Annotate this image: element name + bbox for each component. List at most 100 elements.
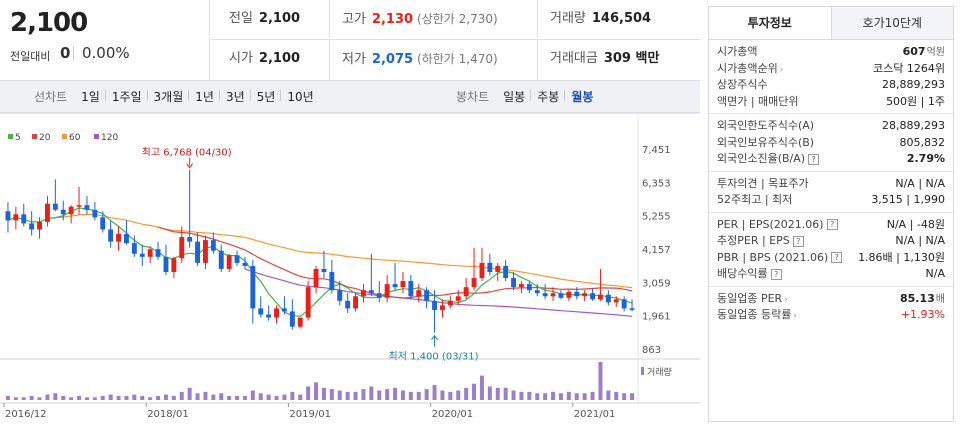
help-icon[interactable]: ? (792, 235, 804, 247)
volume-bar (29, 395, 34, 400)
amount-label: 거래대금 (550, 51, 598, 66)
volume-bar (45, 394, 50, 400)
volume-bar (108, 394, 113, 400)
volume-bar (479, 375, 484, 400)
volume-bar (527, 391, 532, 400)
y-tick-label: 5,255 (642, 212, 671, 223)
shares-label: 상장주식수 (717, 78, 768, 91)
max-price-annotation: 최고 6,768 (04/30) (142, 147, 232, 159)
volume-legend-swatch (641, 367, 644, 375)
help-icon[interactable]: ? (770, 268, 782, 280)
volume-bar (614, 391, 619, 400)
period-1w-button[interactable]: 1주일 (104, 88, 148, 105)
chevron-right-icon[interactable]: › (793, 311, 797, 321)
volume-bar (487, 386, 492, 400)
face-value-value: 500원 | 1주 (886, 94, 945, 108)
monthly-candle-button[interactable]: 월봉 (564, 88, 599, 105)
period-5y-button[interactable]: 5년 (249, 88, 282, 105)
y-tick-label: 1,961 (642, 312, 671, 323)
price-chart[interactable]: 5 20 60 120 7,451 6,353 5,255 4,157 3,059 1,961 86… (0, 113, 700, 425)
help-icon[interactable]: ? (831, 252, 843, 263)
est-per-row: 추정PER | EPS? N/A | N/A (717, 233, 945, 250)
sector-change-row: 동일업종 등락률 › +1.93% (717, 307, 945, 324)
candle-body (353, 296, 358, 309)
candle-body (526, 284, 532, 291)
period-1y-button[interactable]: 1년 (188, 88, 220, 105)
line-chart-group: 선차트 1일 1주일 3개월 1년 3년 5년 10년 (34, 81, 320, 112)
market-cap-label: 시가총액 (717, 45, 758, 58)
line-chart-label: 선차트 (34, 90, 68, 104)
dividend-value: N/A (925, 267, 945, 280)
open-value: 2,100 (258, 51, 301, 66)
candle-body (289, 311, 295, 327)
legend-swatch-5 (8, 134, 13, 139)
foreign-section: 외국인한도주식수(A) 28,889,293 외국인보유주식수(B) 805,8… (709, 114, 953, 172)
sector-per-label: 동일업종 PER (717, 291, 783, 305)
volume-bar (219, 393, 224, 400)
volume-bar (503, 387, 508, 400)
candle-body (392, 284, 398, 288)
weekly-candle-button[interactable]: 주봉 (530, 88, 565, 105)
volume-bar (566, 391, 571, 400)
pbr-row: PBR | BPS (2021.06)? 1.86배 | 1,130원 (717, 250, 945, 267)
candle-body (368, 290, 374, 294)
market-cap-rank-row: 시가총액순위 › 코스닥 1264위 (717, 61, 945, 78)
volume-bar (290, 391, 295, 400)
volume-bar (148, 397, 153, 400)
candle-body (384, 284, 390, 298)
volume-bar (187, 387, 192, 400)
volume-bar (393, 387, 398, 400)
daily-candle-button[interactable]: 일봉 (503, 90, 526, 104)
legend-label-5: 5 (15, 133, 21, 143)
period-1d-button[interactable]: 1일 (81, 90, 100, 104)
legend-swatch-60 (62, 134, 67, 139)
candle-body (479, 262, 485, 279)
x-tick-label: 2016/12 (5, 409, 47, 420)
candle-body (5, 211, 11, 221)
prev-close-value: 2,100 (258, 11, 301, 26)
market-section: 시가총액 607억원 시가총액순위 › 코스닥 1264위 상장주식수 28,88… (709, 40, 953, 114)
tab-investment-info[interactable]: 투자정보 (709, 7, 832, 39)
week52-row: 52주최고 | 최저 3,515 | 1,990 (717, 192, 945, 209)
week52-value: 3,515 | 1,990 (871, 193, 945, 206)
chart-toolbar: 선차트 1일 1주일 3개월 1년 3년 5년 10년 봉차트 일봉 주봉 월봉 (0, 80, 700, 113)
candle-body (21, 214, 27, 224)
candle-body (282, 308, 287, 312)
foreign-hold-value: 805,832 (899, 135, 946, 149)
current-price: 2,100 (10, 8, 88, 38)
candle-body (408, 281, 414, 297)
candle-body (195, 241, 200, 263)
period-3m-button[interactable]: 3개월 (146, 88, 190, 105)
tab-orderbook-10[interactable]: 호가10단계 (831, 7, 953, 39)
candle-body (590, 293, 595, 300)
chevron-right-icon[interactable]: › (784, 294, 788, 305)
candle-body (171, 258, 177, 272)
candle-body (542, 293, 548, 297)
volume-bar (163, 394, 168, 400)
market-cap-row: 시가총액 607억원 (717, 44, 945, 61)
volume-bar (606, 390, 611, 400)
candle-body (203, 240, 208, 263)
high-label: 고가 (342, 12, 366, 27)
volume-bar (258, 393, 263, 400)
sector-section: 동일업종 PER › 85.13배 동일업종 등락률 › +1.93% (709, 287, 953, 327)
candle-body (511, 278, 516, 288)
help-icon[interactable]: ? (826, 219, 838, 230)
prev-close-stat: 전일 2,100 (229, 0, 300, 40)
foreign-ratio-label: 외국인소진율(B/A) (717, 152, 806, 165)
per-label: PER | EPS(2021.06) (717, 217, 824, 231)
volume-bar (495, 387, 500, 400)
candle-body (503, 265, 509, 279)
per-value: N/A | -48원 (886, 217, 945, 231)
chevron-right-icon[interactable]: › (779, 64, 784, 75)
period-10y-button[interactable]: 10년 (280, 88, 319, 105)
x-tick-label: 2021/01 (574, 409, 616, 420)
candle-body (155, 249, 161, 257)
period-3y-button[interactable]: 3년 (218, 88, 251, 105)
volume-bar (84, 397, 89, 400)
min-price-annotation: 최저 1,400 (03/31) (389, 351, 479, 363)
candle-body (45, 203, 50, 222)
week52-label: 52주최고 | 최저 (717, 193, 793, 206)
help-icon[interactable]: ? (808, 153, 820, 165)
opinion-row: 투자의견 | 목표주가 N/A | N/A (717, 176, 945, 193)
